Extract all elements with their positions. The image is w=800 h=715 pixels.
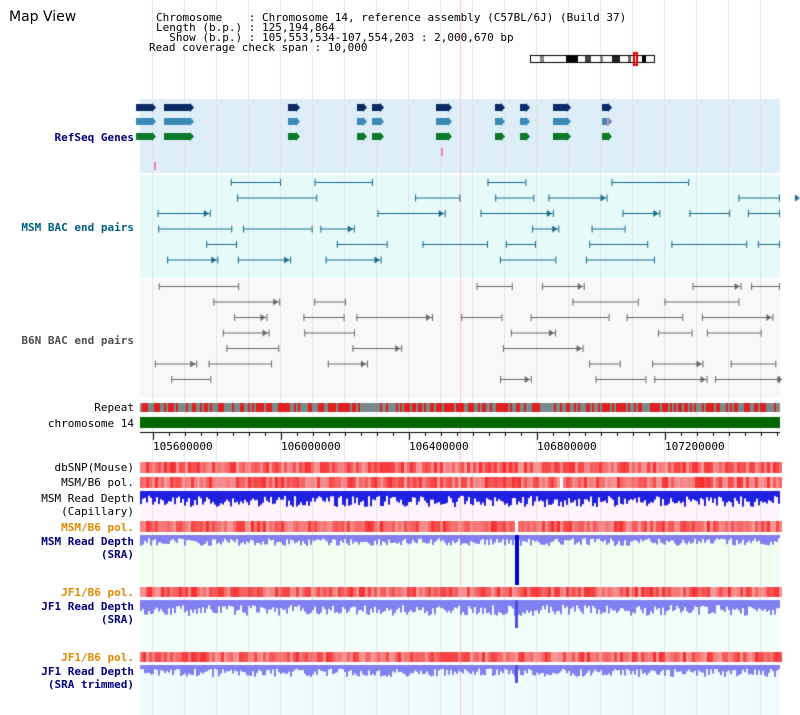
track-label-msm-b6-pol: MSM/B6 pol. <box>61 476 134 489</box>
show-range-info: Show (b.p.) : 105,553,534-107,554,203 : … <box>156 31 514 44</box>
track-label-msm-depth-sra: MSM Read Depth (SRA) <box>41 535 134 561</box>
axis-tick-label: 106000000 <box>281 440 341 453</box>
track-label-b6n-bac[interactable]: B6N BAC end pairs <box>21 334 134 347</box>
track-label-dbsnp: dbSNP(Mouse) <box>54 461 134 474</box>
coverage-span-info: Read coverage check span : 10,000 <box>149 41 368 54</box>
track-label-msm-depth-capillary: MSM Read Depth (Capillary) <box>41 492 134 518</box>
chromosome-ideogram[interactable] <box>530 53 655 65</box>
axis-tick-label: 107200000 <box>665 440 725 453</box>
length-info: Length (b.p.) : 125,194,864 <box>156 21 335 34</box>
track-label-jf1-b6-pol-2: JF1/B6 pol. <box>61 651 134 664</box>
axis-tick-label: 105600000 <box>153 440 213 453</box>
track-label-repeat: Repeat <box>94 401 134 414</box>
track-label-jf1-b6-pol: JF1/B6 pol. <box>61 586 134 599</box>
track-label-refseq[interactable]: RefSeq Genes <box>54 131 134 144</box>
track-label-jf1-depth-trimmed: JF1 Read Depth (SRA trimmed) <box>41 665 134 691</box>
track-label-msm-b6-pol-2: MSM/B6 pol. <box>61 521 134 534</box>
track-label-msm-bac[interactable]: MSM BAC end pairs <box>21 221 134 234</box>
track-label-jf1-depth-sra: JF1 Read Depth (SRA) <box>41 600 134 626</box>
track-label-chromosome: chromosome 14 <box>47 417 134 430</box>
axis-tick-label: 106800000 <box>537 440 597 453</box>
axis-tick-label: 106400000 <box>409 440 469 453</box>
map-view-title: Map View <box>9 9 77 25</box>
chromosome-info: Chromosome : Chromosome 14, reference as… <box>156 11 627 24</box>
